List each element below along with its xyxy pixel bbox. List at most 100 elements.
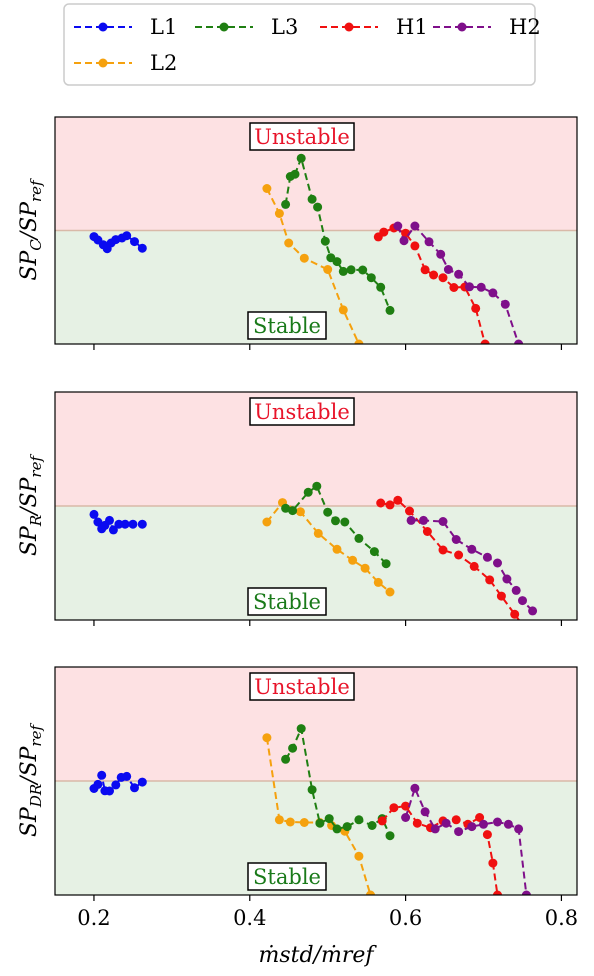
stable-label-box — [247, 862, 327, 891]
y-label-subscript: ref — [27, 723, 45, 747]
data-point-L3 — [312, 481, 322, 491]
data-point-L2 — [262, 733, 272, 743]
data-point-L3 — [290, 169, 300, 179]
y-label-part: SP — [17, 806, 42, 837]
legend-label-H2: H2 — [509, 15, 541, 39]
series-line-L1 — [93, 771, 143, 793]
data-point-L1 — [97, 770, 107, 780]
series-group — [89, 481, 538, 620]
data-point-L1 — [137, 777, 147, 787]
y-label-subscript: ref — [27, 178, 45, 202]
data-point-L3 — [303, 487, 313, 497]
legend-label-L2: L2 — [150, 51, 177, 75]
data-point-H2 — [410, 221, 420, 231]
legend-marker-H1 — [344, 22, 354, 32]
legend-marker-L2 — [98, 58, 108, 68]
data-point-H2 — [406, 515, 416, 525]
data-point-L3 — [342, 822, 352, 832]
data-point-H1 — [429, 270, 439, 280]
data-point-L3 — [281, 503, 291, 513]
panel-1: Unstable Stable SPC/SPref — [17, 116, 578, 350]
data-point-H2 — [503, 819, 513, 829]
y-label-part: SP — [17, 250, 42, 281]
data-point-L2 — [274, 209, 284, 218]
data-point-H1 — [410, 241, 420, 251]
stable-label-box — [247, 311, 327, 340]
data-point-L1 — [137, 519, 147, 529]
chart-panels: UnstableStableSPC/SPrefUnstableStableSPR… — [17, 116, 578, 901]
x-axis: 0.2 0.4 0.6 0.8 ṁstd/ṁref — [77, 906, 578, 968]
panel-frame — [54, 666, 578, 896]
data-point-H2 — [482, 552, 492, 562]
data-point-L2 — [284, 238, 294, 248]
data-point-H2 — [438, 517, 448, 526]
data-point-H1 — [438, 273, 448, 283]
data-point-L3 — [331, 516, 340, 526]
legend: L1 L3 H1 H2 L2 — [63, 3, 541, 86]
data-point-H2 — [476, 282, 486, 292]
data-point-H1 — [389, 803, 399, 813]
unstable-label: Unstable — [254, 125, 350, 149]
data-point-L1 — [114, 519, 124, 529]
data-point-L3 — [315, 818, 325, 828]
data-point-H1 — [451, 815, 461, 825]
data-point-L2 — [348, 555, 358, 565]
x-axis-label: ṁstd/ṁref — [258, 943, 377, 968]
data-point-H2 — [502, 574, 512, 584]
data-point-L3 — [296, 724, 306, 734]
data-point-H2 — [511, 585, 521, 595]
data-point-L2 — [262, 184, 272, 193]
data-point-L3 — [340, 517, 350, 527]
data-point-H1 — [438, 545, 448, 555]
data-point-L2 — [299, 818, 309, 827]
data-point-H2 — [443, 265, 453, 274]
data-point-L2 — [360, 563, 370, 573]
data-point-L3 — [376, 282, 386, 292]
y-axis-label: SPC/SPref — [17, 178, 45, 281]
data-point-H2 — [441, 818, 451, 828]
data-point-H2 — [436, 249, 446, 259]
data-point-L1 — [128, 519, 138, 529]
stable-label: Stable — [253, 314, 321, 338]
legend-marker-L3 — [219, 22, 229, 32]
y-label-part: /SP — [17, 476, 42, 516]
data-point-L1 — [108, 525, 118, 535]
data-point-L2 — [385, 587, 395, 597]
data-point-L2 — [274, 815, 284, 825]
data-point-H2 — [419, 515, 428, 525]
data-point-L3 — [324, 814, 334, 824]
unstable-label: Unstable — [254, 675, 350, 699]
data-point-H1 — [405, 506, 414, 516]
data-point-L1 — [122, 771, 132, 781]
data-point-L3 — [281, 199, 291, 209]
data-point-H2 — [430, 824, 440, 834]
data-point-H2 — [493, 817, 502, 827]
data-point-H1 — [412, 818, 422, 828]
data-point-H1 — [422, 527, 432, 536]
data-point-L3 — [354, 533, 364, 543]
data-point-L3 — [307, 785, 317, 795]
data-point-L2 — [323, 265, 333, 274]
stable-label-box — [247, 587, 327, 616]
series-line-L3 — [284, 725, 391, 837]
data-point-H1 — [401, 801, 411, 811]
x-tick-label: 0.4 — [233, 906, 266, 930]
data-point-L3 — [281, 754, 291, 764]
data-point-L3 — [332, 257, 342, 267]
data-point-H1 — [377, 816, 387, 826]
data-point-L2 — [299, 253, 309, 263]
data-point-H2 — [454, 827, 464, 837]
panel-frame — [54, 391, 578, 621]
data-point-H1 — [420, 265, 430, 275]
data-point-L3 — [358, 265, 368, 275]
data-point-L3 — [320, 236, 330, 246]
data-point-L2 — [354, 339, 364, 344]
y-label-part: /SP — [17, 201, 42, 241]
data-point-H1 — [482, 830, 492, 840]
data-point-L2 — [332, 544, 342, 554]
data-point-H1 — [393, 495, 403, 505]
series-group — [89, 724, 531, 895]
data-point-H1 — [471, 303, 481, 313]
data-point-L3 — [366, 273, 376, 283]
